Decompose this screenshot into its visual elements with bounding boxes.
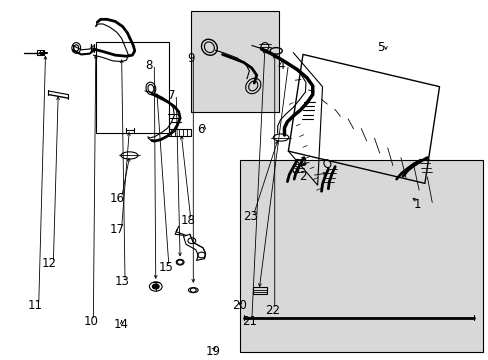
Text: 23: 23 bbox=[243, 210, 257, 223]
Text: 13: 13 bbox=[115, 275, 130, 288]
Bar bbox=[239, 160, 483, 352]
Text: 15: 15 bbox=[159, 261, 174, 274]
Circle shape bbox=[152, 284, 159, 289]
Text: 16: 16 bbox=[109, 192, 124, 205]
Text: 12: 12 bbox=[42, 257, 57, 270]
Text: 19: 19 bbox=[205, 345, 220, 357]
Text: 14: 14 bbox=[114, 318, 129, 331]
Text: 17: 17 bbox=[109, 223, 124, 236]
Text: 21: 21 bbox=[242, 315, 256, 328]
Text: 8: 8 bbox=[145, 59, 153, 72]
Text: 6: 6 bbox=[197, 123, 204, 136]
Text: 2: 2 bbox=[299, 170, 306, 183]
Bar bbox=[190, 12, 278, 112]
Text: 11: 11 bbox=[27, 300, 42, 312]
Text: 4: 4 bbox=[277, 59, 284, 72]
Text: 1: 1 bbox=[413, 198, 421, 211]
Text: 20: 20 bbox=[232, 300, 246, 312]
Text: 3: 3 bbox=[299, 156, 306, 169]
Bar bbox=[168, 129, 190, 136]
Text: 18: 18 bbox=[181, 215, 196, 228]
Text: 5: 5 bbox=[377, 41, 384, 54]
Bar bbox=[96, 42, 168, 133]
Text: 10: 10 bbox=[83, 315, 98, 328]
Text: 9: 9 bbox=[187, 51, 194, 64]
Bar bbox=[37, 50, 43, 55]
Text: 7: 7 bbox=[167, 89, 175, 102]
Text: 22: 22 bbox=[264, 304, 280, 317]
Bar bbox=[253, 287, 266, 294]
